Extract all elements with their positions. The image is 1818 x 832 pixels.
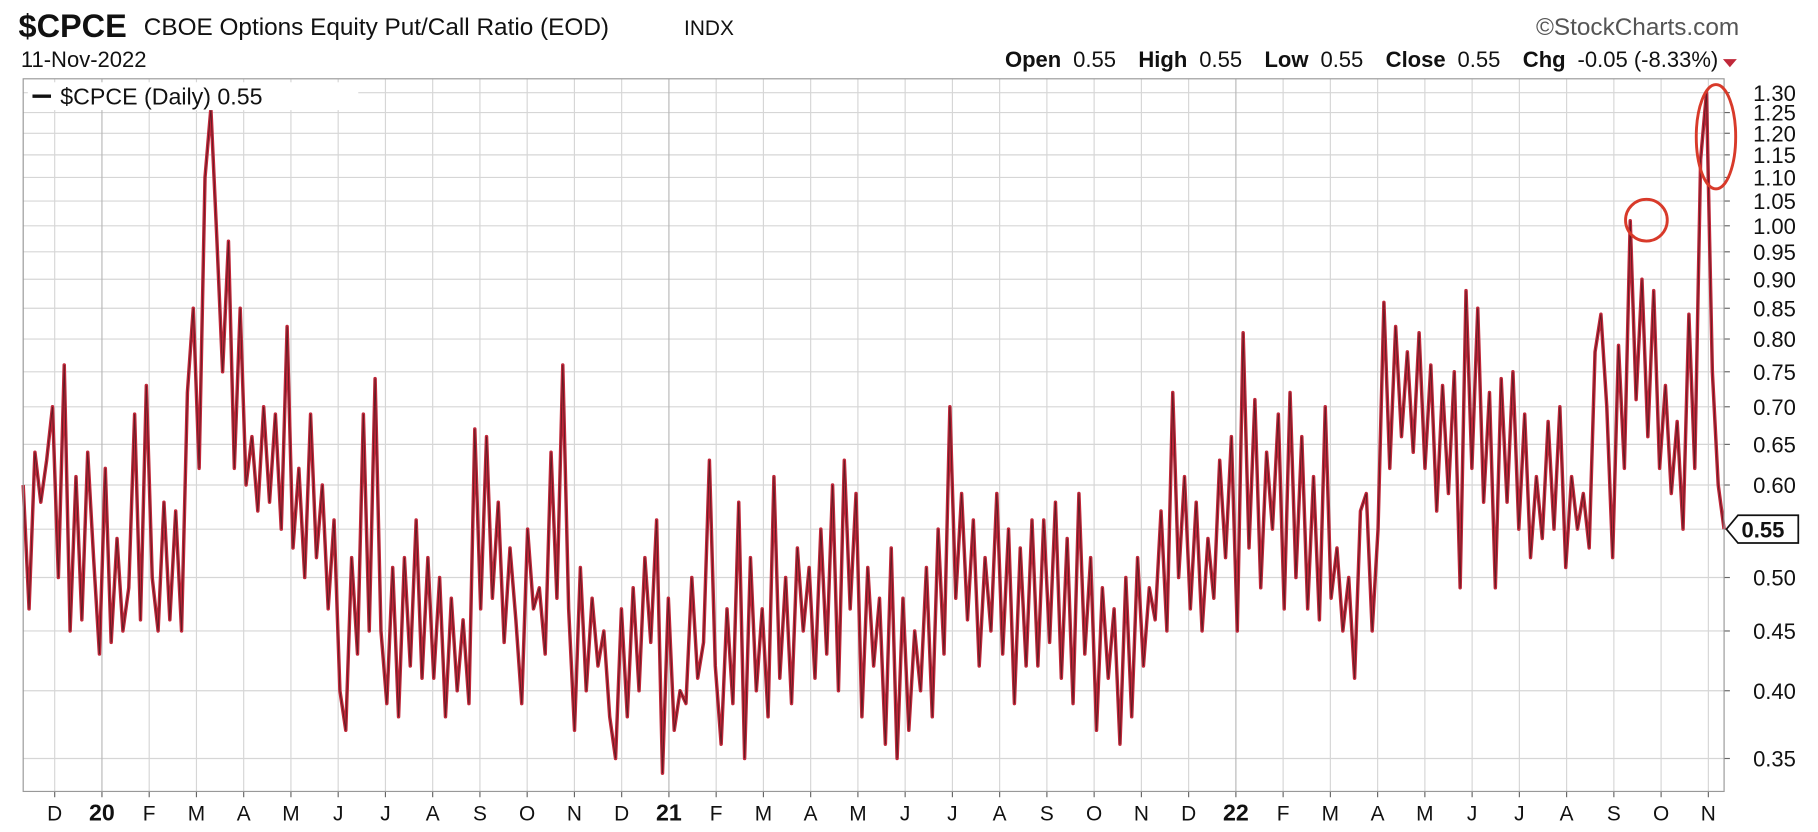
quote-value: 0.55 — [1073, 47, 1116, 72]
y-tick-label: 1.20 — [1753, 121, 1796, 146]
x-tick-label: O — [1086, 802, 1102, 825]
x-tick-label: A — [804, 802, 818, 825]
x-tick-label: A — [1371, 802, 1385, 825]
quote-value: 0.55 — [1320, 47, 1363, 72]
x-tick-label: S — [473, 802, 487, 825]
quote-row: Open 0.55 High 0.55 Low 0.55 Close 0.55 … — [1005, 47, 1718, 72]
x-tick-label: M — [849, 802, 866, 825]
x-tick-label: J — [333, 802, 343, 825]
y-tick-label: 0.85 — [1753, 296, 1796, 321]
symbol: $CPCE — [19, 8, 127, 44]
x-tick-label: J — [1467, 802, 1477, 825]
y-tick-label: 0.90 — [1753, 267, 1796, 292]
x-tick-label: M — [1322, 802, 1339, 825]
x-tick-label: O — [519, 802, 535, 825]
plot-frame — [22, 78, 1725, 793]
x-tick-label: F — [710, 802, 723, 825]
y-tick-label: 0.95 — [1753, 240, 1796, 265]
y-tick-label: 0.80 — [1753, 327, 1796, 352]
highlight-circle — [1624, 197, 1669, 243]
y-tick-label: 1.00 — [1753, 214, 1796, 239]
y-tick-label: 0.40 — [1753, 679, 1796, 704]
quote-value: 0.55 — [1199, 47, 1242, 72]
down-arrow — [1722, 59, 1737, 68]
x-tick-label: S — [1040, 802, 1054, 825]
y-tick-label: 1.30 — [1753, 81, 1796, 106]
x-tick-label: A — [426, 802, 440, 825]
last-value-tag — [1725, 514, 1800, 544]
x-tick-label: J — [1514, 802, 1524, 825]
x-tick-label: M — [1416, 802, 1433, 825]
x-tick-label: M — [755, 802, 772, 825]
x-tick-label: F — [1277, 802, 1290, 825]
y-tick-label: 0.50 — [1753, 566, 1796, 591]
x-tick-label: M — [282, 802, 299, 825]
plot — [21, 90, 1726, 775]
x-tick-label: 21 — [656, 799, 682, 825]
last-value-label: 0.55 — [1741, 517, 1784, 542]
x-tick-label: J — [380, 802, 390, 825]
price-line — [21, 90, 1726, 775]
x-tick-label: D — [47, 802, 62, 825]
x-tick-label: D — [614, 802, 629, 825]
x-tick-label: D — [1181, 802, 1196, 825]
x-tick-label: A — [1560, 802, 1574, 825]
y-tick-label: 0.65 — [1753, 432, 1796, 457]
y-tick-label: 0.45 — [1753, 619, 1796, 644]
chart-title: CBOE Options Equity Put/Call Ratio (EOD) — [144, 14, 609, 41]
x-tick-label: O — [1653, 802, 1669, 825]
legend-bg — [27, 82, 359, 111]
x-tick-label: N — [1701, 802, 1716, 825]
highlight-circle — [1694, 83, 1738, 191]
quote-label: Chg — [1523, 47, 1566, 72]
source: ©StockCharts.com — [1536, 14, 1739, 41]
exchange: INDX — [684, 17, 734, 40]
quote-value: -0.05 (-8.33%) — [1578, 47, 1719, 72]
y-tick-label: 1.15 — [1753, 143, 1796, 168]
quote-value: 0.55 — [1458, 47, 1501, 72]
y-tick-label: 0.35 — [1753, 747, 1796, 772]
quote-label: Low — [1264, 47, 1309, 72]
x-tick-label: M — [188, 802, 205, 825]
quote-label: Close — [1386, 47, 1446, 72]
x-tick-label: A — [237, 802, 251, 825]
y-tick-label: 1.25 — [1753, 101, 1796, 126]
x-tick-label: J — [900, 802, 910, 825]
quote-label: High — [1138, 47, 1187, 72]
x-tick-label: N — [567, 802, 582, 825]
y-tick-label: 1.10 — [1753, 166, 1796, 191]
x-tick-label: S — [1607, 802, 1621, 825]
legend-entry: $CPCE (Daily) 0.55 — [60, 83, 262, 109]
y-tick-label: 0.75 — [1753, 360, 1796, 385]
y-tick-label: 0.70 — [1753, 395, 1796, 420]
x-tick-label: N — [1134, 802, 1149, 825]
y-tick-label: 1.05 — [1753, 189, 1796, 214]
date: 11-Nov-2022 — [21, 47, 147, 72]
x-tick-label: 20 — [89, 799, 115, 825]
price-line-core — [22, 92, 1725, 774]
quote-label: Open — [1005, 47, 1061, 72]
x-tick-label: F — [143, 802, 156, 825]
y-tick-label: 0.60 — [1753, 473, 1796, 498]
x-tick-label: 22 — [1223, 799, 1249, 825]
x-tick-label: J — [947, 802, 957, 825]
x-tick-label: A — [993, 802, 1007, 825]
